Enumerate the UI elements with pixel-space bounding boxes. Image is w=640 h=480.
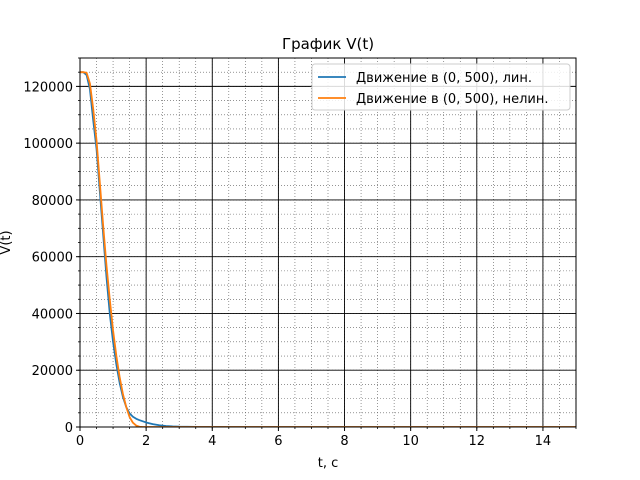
legend-box — [311, 63, 571, 111]
legend-entry-linear: Движение в (0, 500), лин. — [356, 71, 532, 86]
y-tick-label: 20000 — [32, 364, 73, 379]
axis-ticks — [76, 57, 577, 431]
y-tick-label: 120000 — [23, 80, 73, 95]
legend: Движение в (0, 500), лин. Движение в (0,… — [311, 63, 571, 111]
x-tick-label: 12 — [469, 434, 486, 449]
x-tick-label: 0 — [76, 434, 84, 449]
y-tick-label: 100000 — [23, 137, 73, 152]
y-tick-label: 60000 — [32, 251, 73, 266]
series-line-nonlinear — [80, 71, 576, 427]
x-tick-label: 8 — [340, 434, 348, 449]
y-tick-label: 0 — [65, 421, 73, 436]
x-axis-label: t, c — [318, 456, 339, 471]
x-tick-labels: 0 2 4 6 8 10 12 14 — [76, 434, 551, 449]
y-tick-label: 40000 — [32, 307, 73, 322]
x-tick-label: 2 — [142, 434, 150, 449]
x-tick-label: 6 — [274, 434, 282, 449]
y-tick-labels: 0 20000 40000 60000 80000 100000 120000 — [23, 80, 73, 436]
x-tick-label: 14 — [535, 434, 552, 449]
legend-entry-nonlinear: Движение в (0, 500), нелин. — [356, 92, 549, 107]
x-tick-label: 10 — [402, 434, 419, 449]
chart-title: График V(t) — [282, 35, 374, 53]
x-tick-label: 4 — [208, 434, 216, 449]
y-tick-label: 80000 — [32, 194, 73, 209]
y-axis-label: V(t) — [0, 230, 14, 254]
plot-area — [80, 58, 576, 427]
